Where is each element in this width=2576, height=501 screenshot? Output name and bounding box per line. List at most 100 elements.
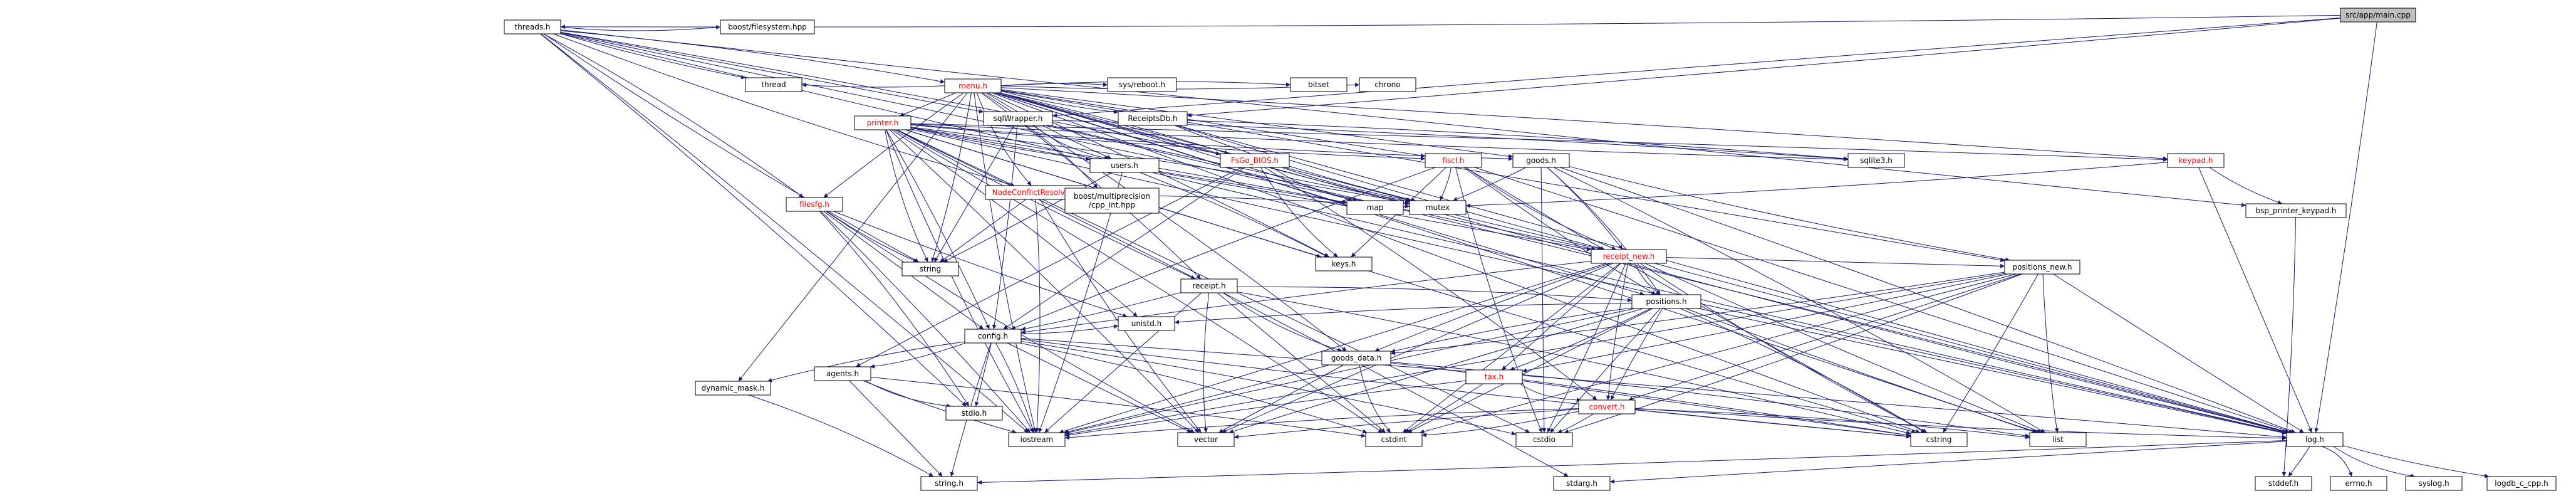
node-map: map	[1346, 200, 1404, 215]
node-boostmp-label: /cpp_int.hpp	[1089, 201, 1135, 209]
node-threads-label: threads.h	[514, 23, 550, 31]
node-printer[interactable]: printer.h	[854, 115, 911, 130]
edge-users-to-map	[1158, 171, 1348, 204]
node-syslog-box	[2405, 476, 2463, 491]
node-stdarg-label: stdarg.h	[1566, 479, 1597, 488]
node-tax-box	[1465, 369, 1523, 384]
edge-log-to-logdb	[2342, 445, 2490, 478]
node-keys-label: keys.h	[1332, 260, 1356, 268]
node-cstring-box	[1910, 432, 1968, 447]
node-convert[interactable]: convert.h	[1578, 399, 1636, 414]
edge-fiscal-to-config	[1010, 167, 1436, 330]
node-boostfs: boost/filesystem.hpp	[720, 19, 815, 34]
node-positionsnew-label: positions_new.h	[2013, 263, 2072, 272]
edge-receiptsdb-to-log	[1177, 125, 2290, 434]
node-keys-box	[1315, 256, 1373, 272]
edge-receipt-to-iostream	[1044, 292, 1202, 433]
node-agents[interactable]: agents.h	[814, 366, 871, 381]
node-positionsnew[interactable]: positions_new.h	[2004, 260, 2080, 275]
node-thread-label: thread	[761, 80, 786, 89]
node-fiscal-label: fiscl.h	[1442, 156, 1464, 165]
edge-main-to-log	[2314, 21, 2377, 433]
edge-positions-to-log	[1698, 308, 2287, 435]
edge-positions-to-tax	[1510, 308, 1651, 371]
edge-nodeconflict-to-vector	[1040, 199, 1202, 433]
edge-printer-to-keypad	[910, 123, 2168, 162]
node-users-box	[1089, 158, 1160, 173]
edge-fiscal-to-mutex	[1440, 167, 1452, 201]
node-bitset-label: bitset	[1308, 80, 1329, 89]
edge-receipt-to-config	[1021, 292, 1182, 331]
node-keypad[interactable]: keypad.h	[2167, 153, 2225, 168]
node-sqlwrapper[interactable]: sqlWrapper.h	[983, 111, 1053, 126]
edge-positions-to-unistd	[1174, 302, 1633, 325]
edge-agents-to-stringh	[849, 380, 943, 477]
node-tax[interactable]: tax.h	[1465, 369, 1523, 384]
edge-receipt-to-goodsdata	[1223, 292, 1343, 352]
node-positions[interactable]: positions.h	[1631, 294, 1701, 309]
node-fsgo[interactable]: FsGo_BIOS.h	[1220, 153, 1290, 168]
edge-receiptnew-to-cstring	[1640, 263, 1928, 433]
edge-config-to-cstdio	[1021, 340, 1517, 436]
node-threads[interactable]: threads.h	[504, 19, 561, 34]
node-map-label: map	[1367, 203, 1384, 212]
edge-users-to-string	[943, 172, 1112, 263]
node-goods[interactable]: goods.h	[1512, 153, 1570, 168]
node-vector: vector	[1177, 432, 1235, 447]
node-bitset: bitset	[1290, 77, 1348, 92]
node-errno-box	[2330, 476, 2387, 491]
node-string-box	[901, 261, 959, 277]
node-bspkeypad[interactable]: bsp_printer_keypad.h	[2245, 203, 2347, 218]
node-goodsdata[interactable]: goods_data.h	[1321, 351, 1391, 366]
node-fiscal[interactable]: fiscl.h	[1425, 153, 1482, 168]
edge-config-to-unistd	[1021, 324, 1119, 334]
node-main[interactable]: src/app/main.cpp	[2340, 8, 2416, 23]
node-nodeconflict[interactable]: NodeConflictResolver.h	[985, 185, 1086, 200]
edge-menu-to-printer	[899, 92, 957, 117]
edge-config-to-cstring	[1021, 339, 1911, 438]
edge-nodeconflict-to-string	[939, 199, 1027, 263]
node-receiptnew[interactable]: receipt_new.h	[1591, 249, 1667, 264]
edge-tax-to-cstdint	[1405, 383, 1483, 433]
node-printer-label: printer.h	[867, 119, 899, 127]
node-log[interactable]: log.h	[2286, 432, 2344, 447]
node-fsgo-box	[1220, 153, 1290, 168]
node-dynamicmask[interactable]: dynamic_mask.h	[695, 381, 771, 396]
node-chrono-box	[1359, 77, 1416, 92]
edge-goods-to-positions	[1547, 167, 1661, 295]
node-errno: errno.h	[2330, 476, 2387, 491]
node-stringh-label: string.h	[935, 479, 963, 488]
node-positions-label: positions.h	[1646, 297, 1686, 306]
edge-receipt-to-cstring	[1237, 291, 1911, 435]
edge-printer-to-receipt	[896, 129, 1196, 280]
node-positions-box	[1631, 294, 1701, 309]
node-chrono: chrono	[1359, 77, 1416, 92]
dependency-nodes: src/app/main.cpp threads.h menu.h ReceiptsD…	[504, 8, 2557, 491]
edge-threads-to-nodeconflict	[553, 33, 1015, 187]
node-keys[interactable]: keys.h	[1315, 256, 1373, 272]
node-config[interactable]: config.h	[964, 329, 1022, 344]
edge-main-to-sqlwrapper	[1052, 18, 2341, 118]
node-receiptsdb[interactable]: ReceiptsDb.h	[1118, 111, 1188, 126]
node-threads-box	[504, 19, 561, 34]
node-receipt[interactable]: receipt.h	[1180, 278, 1238, 293]
node-menu[interactable]: menu.h	[944, 78, 1002, 93]
edge-receiptnew-to-iostream	[1059, 263, 1607, 434]
node-users[interactable]: users.h	[1089, 158, 1160, 173]
node-menu-box	[944, 78, 1002, 93]
edge-goodsdata-to-cstdint	[1359, 364, 1391, 433]
node-boostmp-box	[1064, 187, 1160, 214]
node-boostmp: boost/multiprecision/cpp_int.hpp	[1064, 187, 1160, 214]
edge-printer-to-iostream	[885, 129, 1034, 433]
node-boostfs-label: boost/filesystem.hpp	[728, 23, 807, 31]
node-syslog-label: syslog.h	[2418, 479, 2449, 488]
node-chrono-label: chrono	[1374, 80, 1400, 89]
edge-config-to-log	[1021, 338, 2287, 440]
node-cstring: cstring	[1910, 432, 1968, 447]
edge-threads-to-string	[543, 33, 920, 263]
edge-receipt-to-vector	[1203, 292, 1210, 433]
node-list: list	[2029, 432, 2087, 447]
edge-menu-to-fiscal	[1000, 90, 1426, 158]
edge-positionsnew-to-log	[2053, 273, 2304, 433]
node-filesfg[interactable]: filesfg.h	[786, 197, 843, 212]
